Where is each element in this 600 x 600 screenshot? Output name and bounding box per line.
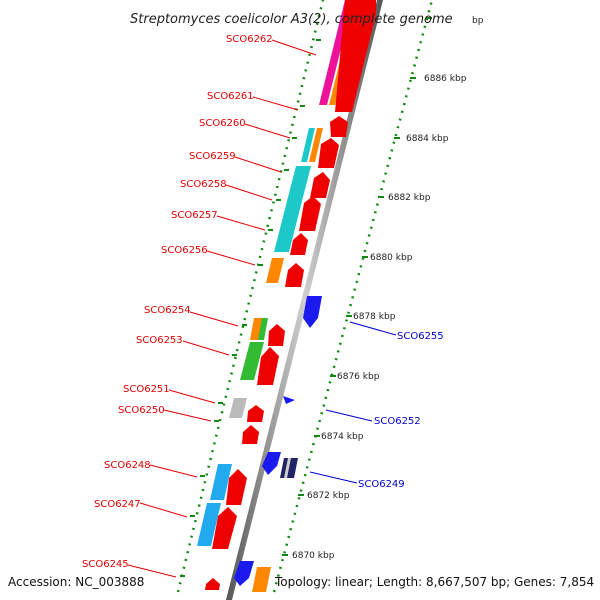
gene-label: SCO6250 (118, 405, 165, 416)
gene-leader-line (182, 340, 230, 356)
gene-label: SCO6261 (207, 91, 254, 102)
scale-tick-label: bp (472, 16, 484, 26)
gene-leader-line (271, 39, 317, 56)
gene-label: SCO6255 (397, 331, 444, 342)
scale-tick-label: 6880 kbp (370, 253, 413, 263)
scale-tick-label: 6870 kbp (292, 551, 335, 561)
gene-leader-line (189, 311, 239, 327)
cyan-feature (274, 166, 311, 252)
reverse-gene-arrow (234, 561, 254, 586)
forward-gene-arrow (226, 469, 247, 505)
sky-feature (210, 464, 232, 500)
forward-gene-arrow (318, 138, 339, 168)
orange-feature (309, 128, 323, 162)
green-feature (240, 342, 264, 380)
forward-gene-arrow (335, 0, 376, 112)
gene-label: SCO6251 (123, 384, 170, 395)
gene-leader-line (309, 471, 358, 484)
gene-leader-line (206, 250, 256, 266)
feature-bars (197, 0, 361, 592)
gene-leader-line (244, 123, 291, 139)
forward-gene-arrow (285, 263, 304, 287)
reverse-gene-arrow (283, 396, 295, 404)
forward-gene-arrow (242, 425, 259, 444)
scale-tick-label: 6876 kbp (337, 372, 380, 382)
gene-leader-line (163, 409, 212, 422)
gene-leader-line (127, 564, 177, 578)
gene-leader-line (225, 184, 273, 201)
orange-feature (252, 567, 271, 592)
gene-leader-line (349, 321, 397, 336)
gene-leader-line (325, 409, 373, 422)
scale-tick-label: 6872 kbp (307, 491, 350, 501)
gene-leader-line (234, 156, 282, 173)
gene-label: SCO6247 (94, 499, 141, 510)
grey-feature (229, 398, 247, 418)
gene-label: SCO6248 (104, 460, 151, 471)
forward-gene-arrow (212, 507, 237, 549)
gene-label: SCO6245 (82, 559, 129, 570)
genome-title: Streptomyces coelicolor A3(2), complete … (130, 12, 453, 27)
gene-leader-line (149, 464, 198, 478)
gene-label: SCO6256 (161, 245, 208, 256)
accession-text: Accession: NC_003888 (8, 575, 144, 589)
scale-tick-label: 6886 kbp (424, 74, 467, 84)
gene-label: SCO6249 (358, 479, 405, 490)
scale-ticks: 6870 kbp 6872 kbp 6874 kbp 6876 kbp 6878… (282, 16, 484, 561)
reverse-gene-arrow (262, 452, 281, 475)
forward-gene-arrow (299, 196, 321, 231)
feature-dashes (180, 39, 321, 577)
gene-label: SCO6252 (374, 416, 421, 427)
green-feature (258, 318, 268, 340)
gene-label: SCO6262 (226, 34, 273, 45)
sky-feature (197, 503, 221, 546)
gene-leader-line (216, 215, 266, 231)
gene-leader-line (168, 389, 216, 404)
reverse-genes (234, 296, 322, 586)
gene-label: SCO6254 (144, 305, 191, 316)
left-gene-labels: SCO6262 SCO6261 SCO6260 SCO6259 SCO6258 … (82, 34, 317, 578)
forward-gene-arrow (205, 578, 220, 590)
grey-feature (284, 458, 291, 478)
forward-gene-arrow (290, 233, 308, 255)
scale-tick-label: 6884 kbp (406, 134, 449, 144)
gene-label: SCO6258 (180, 179, 227, 190)
gene-label: SCO6257 (171, 210, 218, 221)
gene-leader-line (139, 502, 188, 518)
genome-summary-text: Topology: linear; Length: 8,667,507 bp; … (274, 575, 594, 589)
gene-label: SCO6260 (199, 118, 246, 129)
scale-tick-label: 6882 kbp (388, 193, 431, 203)
scale-tick-label: 6874 kbp (321, 432, 364, 442)
right-gene-labels: SCO6255 SCO6252 SCO6249 (309, 321, 444, 490)
scale-tick-label: 6878 kbp (353, 312, 396, 322)
genome-backbone (226, 0, 383, 600)
left-boundary-dotted-line (176, 0, 325, 593)
forward-gene-arrow (268, 324, 285, 346)
orange-feature (266, 258, 284, 283)
gene-label: SCO6253 (136, 335, 183, 346)
forward-gene-arrow (310, 172, 330, 198)
forward-gene-arrow (257, 347, 279, 385)
forward-genes (205, 0, 376, 590)
reverse-gene-arrow (303, 296, 322, 328)
forward-gene-arrow (330, 116, 348, 137)
gene-label: SCO6259 (189, 151, 236, 162)
gene-leader-line (252, 96, 299, 111)
cyan-feature (301, 128, 315, 162)
forward-gene-arrow (247, 405, 264, 422)
